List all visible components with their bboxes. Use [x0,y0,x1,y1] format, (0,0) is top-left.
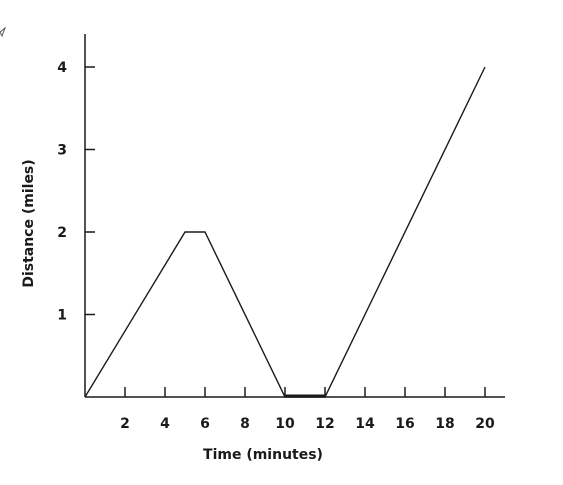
y-axis-title: Distance (miles) [21,159,37,287]
series-line [84,66,486,398]
x-tick-group: 2 4 6 8 10 12 14 16 18 20 [120,387,495,432]
y-tick-label: 2 [57,225,67,241]
x-tick-label: 6 [200,416,210,432]
x-axis-title: Time (minutes) [203,447,323,463]
x-tick-label: 20 [475,416,495,432]
x-tick-label: 10 [275,416,295,432]
y-tick-label: 1 [57,308,67,324]
y-tick-label: 4 [57,60,67,76]
x-tick-label: 14 [355,416,375,432]
series-group [84,66,486,398]
y-tick-label: 3 [57,143,67,159]
x-tick-label: 18 [435,416,454,432]
x-tick-label: 12 [315,416,334,432]
corner-mark-icon [0,26,7,38]
x-tick-label: 2 [120,416,130,432]
x-tick-label: 8 [240,416,250,432]
x-tick-label: 16 [395,416,414,432]
y-tick-group: 1 2 3 4 [57,60,95,324]
x-tick-label: 4 [160,416,170,432]
